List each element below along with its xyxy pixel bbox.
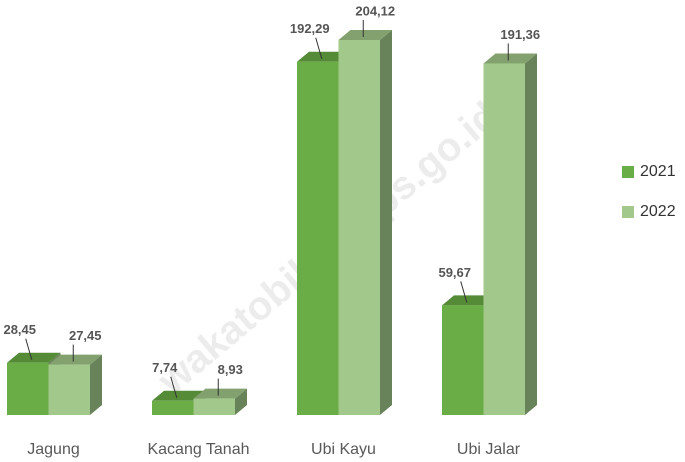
bar-top bbox=[48, 354, 102, 365]
data-label: 7,74 bbox=[152, 360, 178, 375]
bar-top bbox=[297, 51, 351, 62]
leader-line bbox=[170, 376, 178, 398]
legend-swatch bbox=[622, 166, 634, 178]
bar bbox=[48, 364, 90, 415]
bar-side bbox=[380, 30, 392, 415]
x-tick-label: Jagung bbox=[27, 441, 80, 458]
bar bbox=[297, 61, 339, 415]
bar-top bbox=[442, 295, 496, 306]
bar bbox=[338, 40, 380, 415]
bar-side bbox=[235, 388, 247, 415]
x-tick-label: Kacang Tanah bbox=[147, 441, 249, 458]
x-tick-label: Ubi Kayu bbox=[311, 441, 376, 458]
bar-side bbox=[525, 53, 537, 416]
leader-line bbox=[25, 338, 33, 360]
data-label: 8,93 bbox=[218, 362, 243, 377]
legend-label: 2021 bbox=[640, 163, 676, 180]
data-label: 192,29 bbox=[290, 21, 330, 36]
legend-label: 2022 bbox=[640, 203, 676, 220]
data-label: 59,67 bbox=[438, 265, 471, 280]
data-label: 28,45 bbox=[3, 322, 36, 337]
bar-top bbox=[193, 388, 247, 399]
bar bbox=[193, 398, 235, 415]
bar-top bbox=[152, 390, 206, 401]
legend-swatch bbox=[622, 206, 634, 218]
bar bbox=[442, 305, 484, 415]
bar-top bbox=[483, 53, 537, 64]
bar-top bbox=[7, 352, 61, 363]
bar-side bbox=[90, 354, 102, 415]
data-label: 27,45 bbox=[69, 328, 102, 343]
leader-line bbox=[460, 281, 468, 303]
bar bbox=[7, 362, 49, 415]
bar bbox=[483, 63, 525, 416]
data-label: 204,12 bbox=[355, 3, 395, 18]
leader-line bbox=[315, 37, 323, 59]
bar-top bbox=[338, 30, 392, 40]
bar bbox=[152, 400, 194, 415]
x-tick-label: Ubi Jalar bbox=[457, 441, 521, 458]
data-label: 191,36 bbox=[500, 27, 540, 42]
